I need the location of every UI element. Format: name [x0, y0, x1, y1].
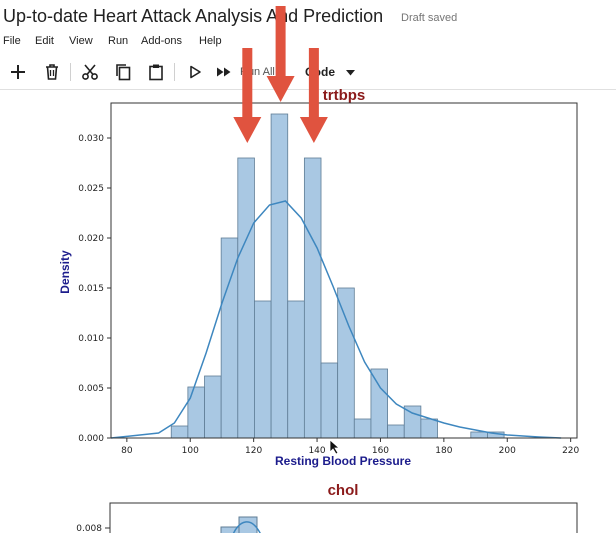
notebook-header: Up-to-date Heart Attack Analysis And Pre… [0, 0, 616, 34]
chol-y-tick-label: 0.008 [76, 524, 102, 533]
histogram-bar [204, 375, 222, 439]
chol-histogram: 0.008 [76, 502, 578, 533]
histogram-bar [303, 157, 322, 439]
x-tick-label: 140 [308, 446, 325, 456]
annotation-arrow [233, 48, 262, 143]
cut-cell-button[interactable] [78, 61, 102, 83]
copy-cell-button[interactable] [111, 61, 135, 83]
trash-icon [46, 64, 58, 80]
chevron-down-icon [346, 70, 355, 76]
paste-icon [149, 64, 163, 81]
annotation-arrow [299, 48, 328, 143]
copy-icon [116, 64, 131, 81]
play-icon [190, 65, 201, 79]
y-tick-label: 0.030 [78, 134, 104, 144]
scissors-icon [82, 64, 98, 80]
histogram-bar [170, 425, 189, 439]
x-tick-label: 220 [562, 446, 579, 456]
menu-view[interactable]: View [69, 35, 93, 47]
notebook-title[interactable]: Up-to-date Heart Attack Analysis And Pre… [3, 6, 384, 26]
y-tick-label: 0.010 [78, 334, 104, 344]
chol-chart-title: chol [328, 482, 359, 499]
histogram-bar [403, 405, 422, 439]
histogram-bar [237, 157, 255, 439]
y-tick-label: 0.005 [78, 384, 104, 394]
menu-file[interactable]: File [3, 35, 21, 47]
x-tick-label: 180 [435, 446, 452, 456]
histogram-bar [254, 300, 272, 439]
kde-line [110, 200, 562, 439]
x-tick-label: 100 [182, 446, 199, 456]
annotation-arrow [266, 6, 295, 102]
x-axis-label: Resting Blood Pressure [275, 454, 411, 468]
histogram-bar [220, 237, 239, 439]
menu-edit[interactable]: Edit [35, 35, 54, 47]
histogram-bar [187, 386, 205, 439]
add-cell-button[interactable] [6, 61, 30, 83]
trtbps-histogram: 80 100 120 140 160 180 200 220 0.000 0.005 0.010 0.… [78, 6, 580, 456]
histogram-bar [370, 368, 388, 439]
menu-run[interactable]: Run [108, 35, 129, 47]
paste-cell-button[interactable] [144, 61, 168, 83]
histogram-bar [420, 418, 438, 439]
x-tick-label: 200 [499, 446, 516, 456]
histogram-bar [320, 362, 339, 439]
histogram-bar [270, 113, 289, 439]
histogram-bar [287, 300, 305, 439]
toolbar-divider [70, 63, 71, 81]
chol-kde-line [232, 521, 261, 533]
x-tick-label: 80 [121, 446, 133, 456]
delete-cell-button[interactable] [40, 61, 64, 83]
save-status: Draft saved [401, 12, 458, 24]
y-tick-label: 0.015 [78, 284, 104, 294]
run-all-icon-button[interactable] [212, 61, 236, 83]
menu-addons[interactable]: Add-ons [141, 35, 182, 47]
y-axis-label: Density [58, 250, 72, 294]
run-cell-button[interactable] [183, 61, 207, 83]
menu-help[interactable]: Help [199, 35, 222, 47]
toolbar-divider [174, 63, 175, 81]
plus-icon [11, 65, 25, 79]
menu-bar: File Edit View Run Add-ons Help [0, 34, 616, 52]
mouse-cursor [329, 439, 341, 455]
y-tick-label: 0.020 [78, 234, 104, 244]
chart-title: trtbps [323, 87, 366, 104]
x-tick-label: 120 [245, 446, 262, 456]
histogram-bar [353, 418, 372, 439]
x-tick-label: 160 [372, 446, 389, 456]
y-tick-label: 0.000 [78, 434, 104, 444]
y-tick-label: 0.025 [78, 184, 104, 194]
histogram-bar [337, 287, 355, 439]
plot-frame [110, 102, 578, 439]
histogram-bar [470, 431, 488, 439]
histogram-bar [387, 424, 405, 439]
fast-forward-icon [217, 67, 231, 77]
chol-plot-frame [109, 502, 578, 533]
